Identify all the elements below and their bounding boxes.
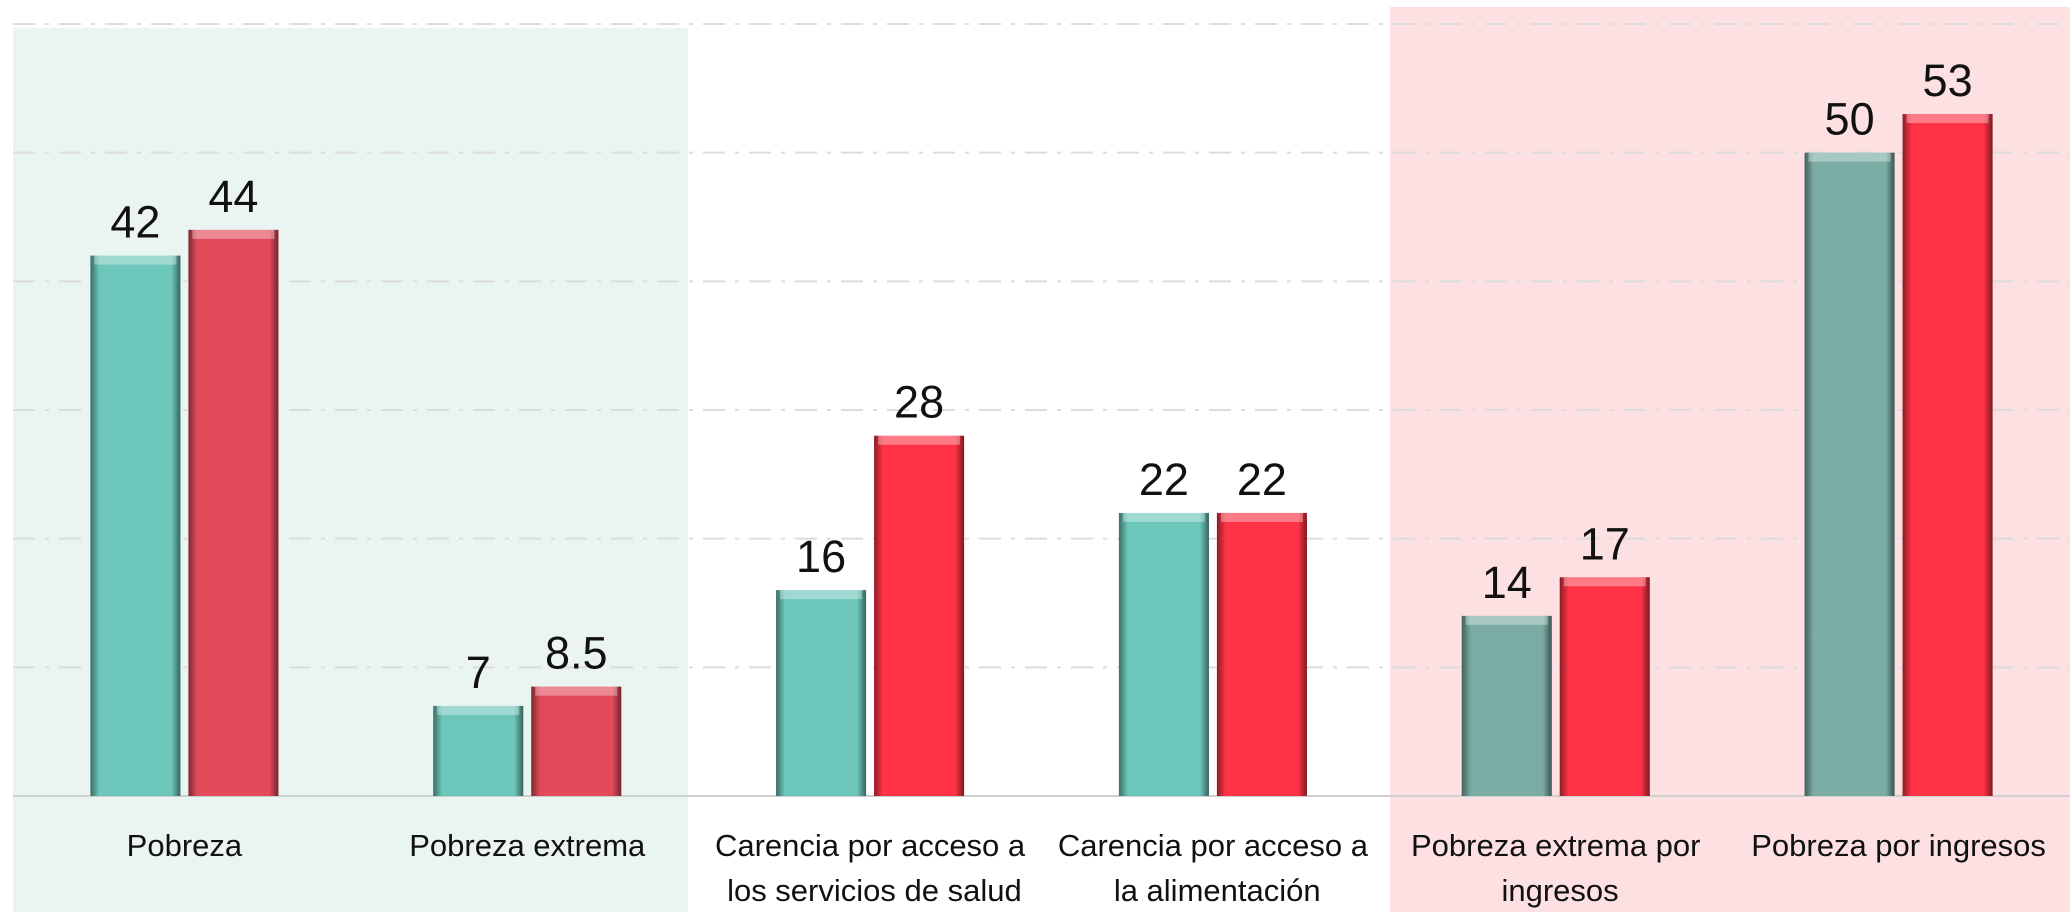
- bar-shade: [1559, 577, 1650, 796]
- x-tick-label: Pobreza extrema por ingresos: [1411, 828, 1700, 908]
- value-label: 17: [1580, 518, 1630, 569]
- bar-top: [1220, 512, 1303, 522]
- value-label: 22: [1139, 454, 1189, 505]
- x-tick-label: Pobreza extrema: [409, 828, 646, 863]
- bar-top: [1906, 114, 1989, 124]
- value-label: 7: [466, 647, 491, 698]
- bar-shade: [1804, 152, 1895, 796]
- value-label: 53: [1923, 55, 1973, 106]
- bar-shade: [1118, 512, 1209, 796]
- bar-top: [1808, 152, 1891, 162]
- value-label: 44: [208, 171, 258, 222]
- bar-top: [1465, 615, 1548, 625]
- bar-shade: [90, 255, 181, 797]
- bar-shade: [188, 229, 279, 796]
- value-label: 42: [110, 197, 160, 248]
- value-label: 14: [1482, 557, 1532, 608]
- x-tick-label: Carencia por acceso a la alimentación: [1058, 828, 1369, 908]
- bar-shade: [433, 705, 524, 796]
- bar-top: [535, 686, 618, 696]
- bar-top: [437, 705, 520, 715]
- x-tick-label: Pobreza: [127, 828, 243, 863]
- bar-top: [1122, 512, 1205, 522]
- bar-shade: [1461, 615, 1552, 796]
- bar-top: [780, 590, 863, 600]
- x-tick-label: Pobreza por ingresos: [1751, 828, 2046, 863]
- bar-top: [94, 255, 177, 265]
- value-label: 16: [796, 531, 846, 582]
- value-label: 22: [1237, 454, 1287, 505]
- x-tick-label: Carencia por acceso a los servicios de s…: [715, 828, 1026, 908]
- bar-shade: [874, 435, 965, 796]
- bar-top: [1563, 577, 1646, 587]
- bar-shade: [776, 590, 867, 796]
- bar-shade: [531, 686, 622, 796]
- value-label: 50: [1825, 94, 1875, 145]
- bar-shade: [1216, 512, 1307, 796]
- value-label: 8.5: [545, 628, 608, 679]
- bar-top: [192, 229, 275, 239]
- value-label: 28: [894, 377, 944, 428]
- bar-shade: [1902, 114, 1993, 797]
- bar-top: [878, 435, 961, 445]
